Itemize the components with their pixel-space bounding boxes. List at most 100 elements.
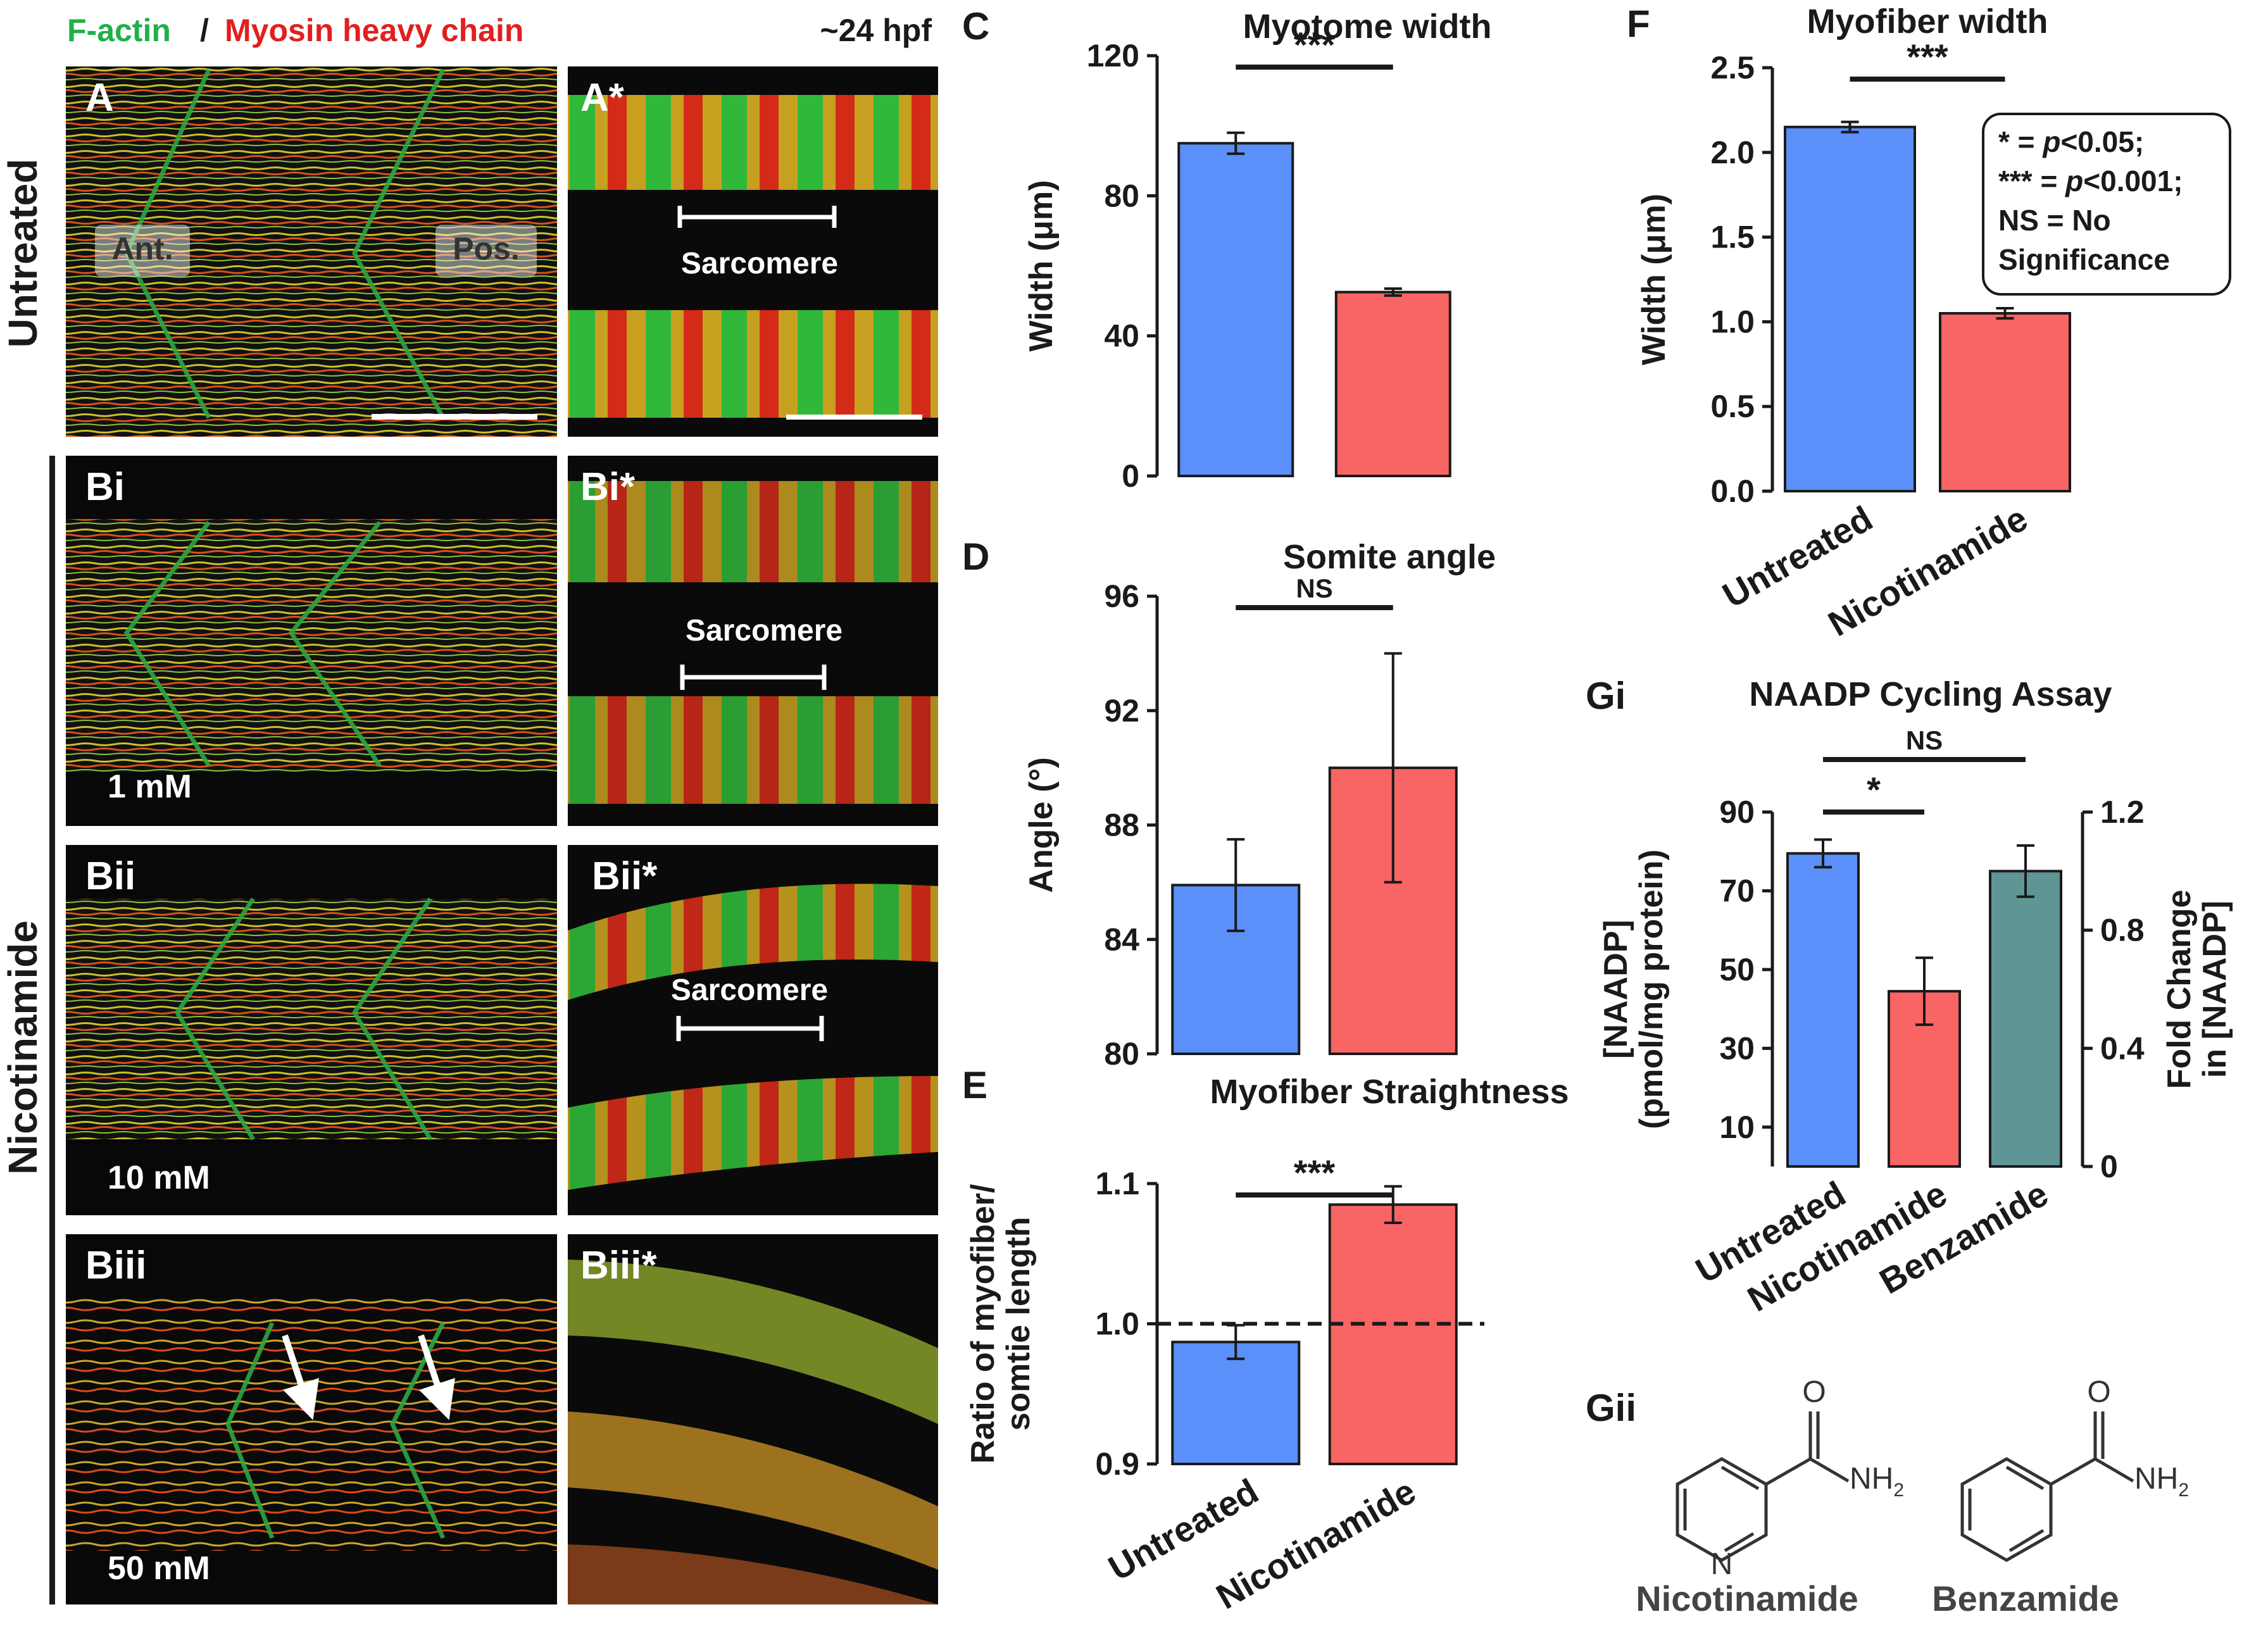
bar-untreated	[1784, 125, 1916, 493]
structure-nicotinamide	[1676, 1411, 1850, 1562]
y-tick-label: 1.0	[1095, 1306, 1139, 1342]
y-tick-label: 30	[1719, 1030, 1755, 1066]
anterior-label: Ant.	[111, 231, 173, 266]
significance-label: *	[1867, 770, 1881, 810]
bar-benzamide	[1989, 870, 2062, 1168]
bar-nicotinamide	[1334, 291, 1451, 477]
nicotinamide-amine: NH2	[1850, 1462, 1904, 1501]
arrow-1	[282, 1334, 319, 1420]
significance-label: ***	[1294, 1153, 1336, 1192]
nicotinamide-oxygen: O	[1802, 1375, 1826, 1409]
y-tick-label: 96	[1104, 578, 1139, 614]
chart-myofiber-width: Myofiber width 0.0 0.5 1.0 1.5 2.0 2.5 Width (μ…	[1636, 3, 2071, 644]
y-tick-label: 2.5	[1710, 50, 1755, 85]
chart-title: Myofiber Straightness	[1210, 1073, 1569, 1111]
y2-tick-label: 0	[2100, 1149, 2118, 1184]
panel-label-Bi: Bi	[85, 465, 125, 509]
chart-somite-angle: Somite angle 80 84 88 92 96 Angle (°) NS	[1023, 538, 1496, 1072]
scale-bar-A	[372, 414, 537, 420]
panel-label-E: E	[962, 1064, 987, 1106]
micrograph-A-star: Sarcomere A*	[568, 66, 938, 437]
stain-myosin-label: Myosin heavy chain	[225, 13, 523, 48]
y-tick-label: 0.5	[1710, 389, 1755, 424]
micrograph-Bii-star: Sarcomere Bii*	[568, 845, 938, 1215]
bar-untreated	[1171, 1341, 1301, 1465]
stain-separator: /	[200, 13, 209, 48]
chart-naadp-cycling-assay: NAADP Cycling Assay 10 30 50 70 90 [NAADP](pmo…	[1598, 675, 2233, 1319]
y-axis-label: Angle (°)	[1023, 757, 1060, 892]
micrograph-Bii: 10 mM Bii	[66, 845, 557, 1215]
panel-label-Biii: Biii	[85, 1244, 146, 1287]
panel-label-Biii-star: Biii*	[580, 1244, 657, 1287]
significance-label: ***	[1907, 37, 1948, 77]
y-tick-label: 50	[1719, 952, 1755, 987]
y-tick-label: 84	[1104, 922, 1139, 957]
y-tick-label: 0.0	[1710, 473, 1755, 509]
structure-name-benzamide: Benzamide	[1932, 1579, 2119, 1618]
bar-nicotinamide	[1939, 312, 2071, 492]
significance-line-2: *** = p<0.001;	[1998, 165, 2183, 197]
significance-label: NS	[1906, 725, 1943, 755]
nicotinamide-nitrogen: N	[1711, 1548, 1733, 1581]
y-tick-label: 1.0	[1710, 304, 1755, 339]
y-tick-label: 0.9	[1095, 1446, 1139, 1482]
y-axis-label: Ratio of myofiber/	[965, 1184, 1001, 1463]
benzamide-oxygen: O	[2087, 1375, 2110, 1409]
micrograph-Biii-star: Biii*	[568, 1234, 938, 1604]
y-axis-label: Width (μm)	[1023, 180, 1060, 351]
y-tick-label: 90	[1719, 794, 1755, 830]
panel-label-F: F	[1627, 3, 1650, 45]
panel-label-Gi: Gi	[1586, 675, 1626, 717]
y-axis-label: somtie length	[1000, 1216, 1037, 1430]
structure-name-nicotinamide: Nicotinamide	[1636, 1579, 1858, 1618]
row-label-untreated: Untreated	[0, 159, 46, 348]
chart-title: NAADP Cycling Assay	[1749, 675, 2112, 713]
chart-myofiber-straightness: Myofiber Straightness 0.9 1.0 1.1 Ratio of m…	[965, 1073, 1569, 1617]
micrograph-A: Ant. Pos. A	[66, 66, 557, 437]
y2-axis-label: Fold Change	[2161, 890, 2198, 1089]
chart-title: Somite angle	[1283, 538, 1496, 576]
bar-nicotinamide	[1328, 1203, 1458, 1465]
y-tick-label: 2.0	[1710, 135, 1755, 170]
nicotinamide-bracket	[49, 456, 55, 1604]
chart-title: Myofiber width	[1807, 3, 2048, 41]
y-axis-label: [NAADP]	[1598, 920, 1634, 1059]
panel-label-Bii: Bii	[85, 854, 135, 898]
panel-label-Gii: Gii	[1586, 1387, 1636, 1429]
y-tick-label: 80	[1104, 178, 1139, 213]
posterior-label: Pos.	[453, 231, 520, 266]
benzamide-amine: NH2	[2134, 1462, 2189, 1501]
dose-label-50mM: 50 mM	[108, 1550, 210, 1587]
y-tick-label: 1.1	[1095, 1166, 1139, 1201]
y-axis-label: (pmol/mg protein)	[1633, 849, 1670, 1129]
bar-untreated	[1177, 142, 1294, 478]
panel-label-Bi-star: Bi*	[580, 465, 636, 509]
panel-label-A: A	[85, 76, 114, 120]
y2-tick-label: 1.2	[2100, 794, 2145, 830]
y-tick-label: 1.5	[1710, 220, 1755, 255]
chart-myotome-width: Myotome width 0 40 80 120 Width (μm) ***	[1023, 8, 1491, 494]
dose-label-1mM: 1 mM	[108, 768, 192, 805]
significance-line-3: NS = No	[1998, 204, 2111, 237]
sarcomere-label-A: Sarcomere	[681, 247, 838, 280]
dose-label-10mM: 10 mM	[108, 1160, 210, 1196]
micrograph-Bi: 1 mM Bi	[66, 456, 557, 826]
panel-label-D: D	[962, 535, 989, 578]
chart-title: Myotome width	[1243, 8, 1492, 46]
scale-bar-A-star	[786, 415, 922, 420]
micrograph-Biii: 50 mM Biii	[66, 1234, 557, 1604]
sarcomere-label-Bii: Sarcomere	[671, 973, 828, 1007]
panel-label-A-star: A*	[580, 76, 625, 120]
stain-factin-label: F-actin	[67, 13, 171, 48]
timepoint-label: ~24 hpf	[820, 13, 932, 48]
significance-label: ***	[1294, 25, 1336, 65]
y-tick-label: 88	[1104, 808, 1139, 843]
sarcomere-label-Bi: Sarcomere	[686, 614, 843, 647]
y-axis-label: Width (μm)	[1636, 194, 1672, 365]
structure-benzamide	[1960, 1411, 2134, 1562]
significance-line-1: * = p<0.05;	[1998, 125, 2144, 158]
y2-tick-label: 0.8	[2100, 913, 2145, 948]
panel-label-Bii-star: Bii*	[592, 854, 658, 898]
significance-label: NS	[1296, 573, 1332, 603]
